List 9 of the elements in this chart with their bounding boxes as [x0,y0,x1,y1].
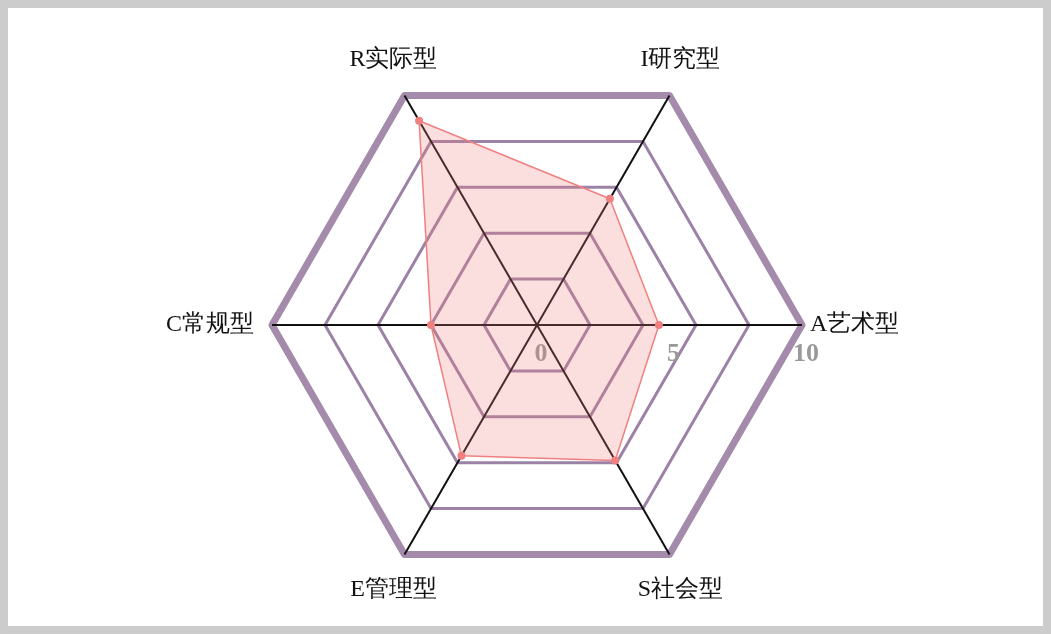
spoke-label: C常规型 [165,310,254,336]
spoke-label: E管理型 [350,574,437,601]
y-tick-label: 10 [793,338,819,367]
y-tick-label: 5 [667,338,680,367]
spoke-label: A艺术型 [810,310,900,336]
spoke-label: I研究型 [640,45,721,72]
spoke-label: S社会型 [637,574,724,601]
spoke-label: R实际型 [349,45,438,72]
y-tick-label: 0 [534,338,548,367]
